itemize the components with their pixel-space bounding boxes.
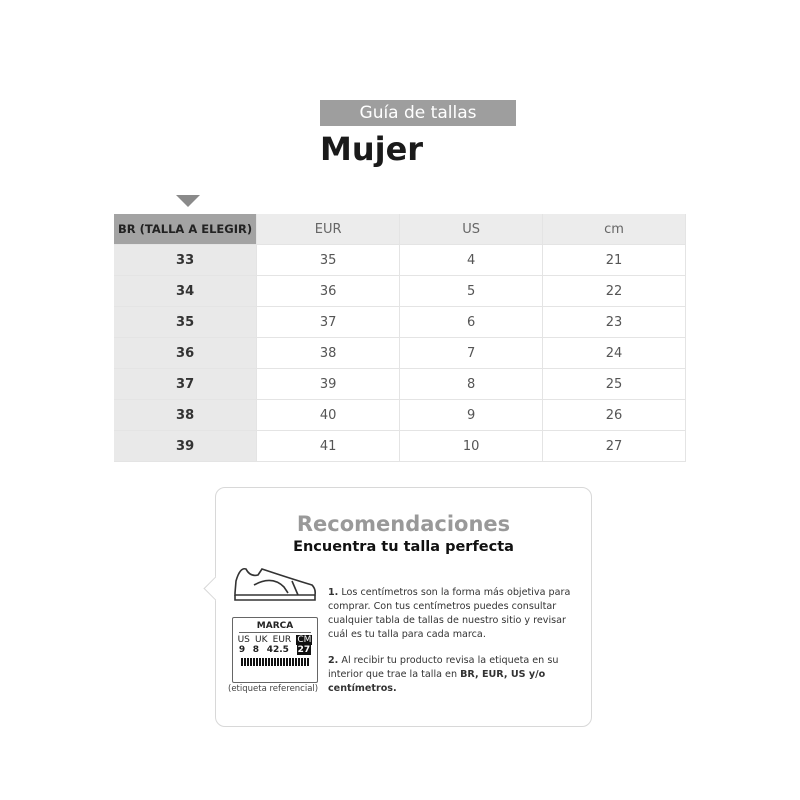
table-cell: 4 [399,244,544,276]
table-cell: 41 [256,430,401,462]
table-cell: 27 [542,430,686,462]
table-cell: 36 [256,275,401,307]
sneaker-icon [234,567,316,601]
table-row: 34 36 5 22 [114,275,686,307]
recommendations-card: Recomendaciones Encuentra tu talla perfe… [215,487,592,727]
label-caption: (etiqueta referencial) [228,684,319,694]
table-cell: 7 [399,337,544,369]
table-cell: 9 [399,399,544,431]
label-brand: MARCA [239,621,311,633]
page-title: Mujer [320,130,424,168]
table-cell: 38 [256,337,401,369]
table-cell: 40 [256,399,401,431]
table-row: 39 41 10 27 [114,430,686,462]
column-header: EUR [256,214,401,245]
table-cell: 5 [399,275,544,307]
arrow-down-icon [176,195,200,207]
table-row: 38 40 9 26 [114,399,686,431]
recommendation-1: 1. Los centímetros son la forma más obje… [328,587,571,640]
card-title: Recomendaciones [296,512,511,536]
table-cell: 26 [542,399,686,431]
table-cell: 22 [542,275,686,307]
table-row: 36 38 7 24 [114,337,686,369]
column-header: US [399,214,544,245]
table-cell: 25 [542,368,686,400]
table-cell: 34 [114,275,258,307]
column-header: cm [542,214,686,245]
table-cell: 8 [399,368,544,400]
table-row: 35 37 6 23 [114,306,686,338]
table-cell: 39 [256,368,401,400]
barcode-icon [241,658,309,666]
table-cell: 6 [399,306,544,338]
table-cell: 37 [114,368,258,400]
table-cell: 35 [256,244,401,276]
table-cell: 35 [114,306,258,338]
table-cell: 36 [114,337,258,369]
table-cell: 23 [542,306,686,338]
table-cell: 10 [399,430,544,462]
table-row: 33 35 4 21 [114,244,686,276]
table-cell: 39 [114,430,258,462]
reference-label: MARCA US UK EUR CM 9 8 42.5 27 [232,617,318,683]
column-header: BR (TALLA A ELEGIR) [114,214,258,245]
table-row: 37 39 8 25 [114,368,686,400]
recommendation-2: 2. Al recibir tu producto revisa la etiq… [328,655,559,694]
size-table: BR (TALLA A ELEGIR) EUR US cm 33 35 4 21 34 36 5 2… [114,214,686,462]
size-guide-tag: Guía de tallas [320,100,516,126]
table-cell: 38 [114,399,258,431]
table-cell: 37 [256,306,401,338]
card-subtitle: Encuentra tu talla perfecta [293,539,514,555]
table-cell: 24 [542,337,686,369]
table-cell: 21 [542,244,686,276]
table-cell: 33 [114,244,258,276]
